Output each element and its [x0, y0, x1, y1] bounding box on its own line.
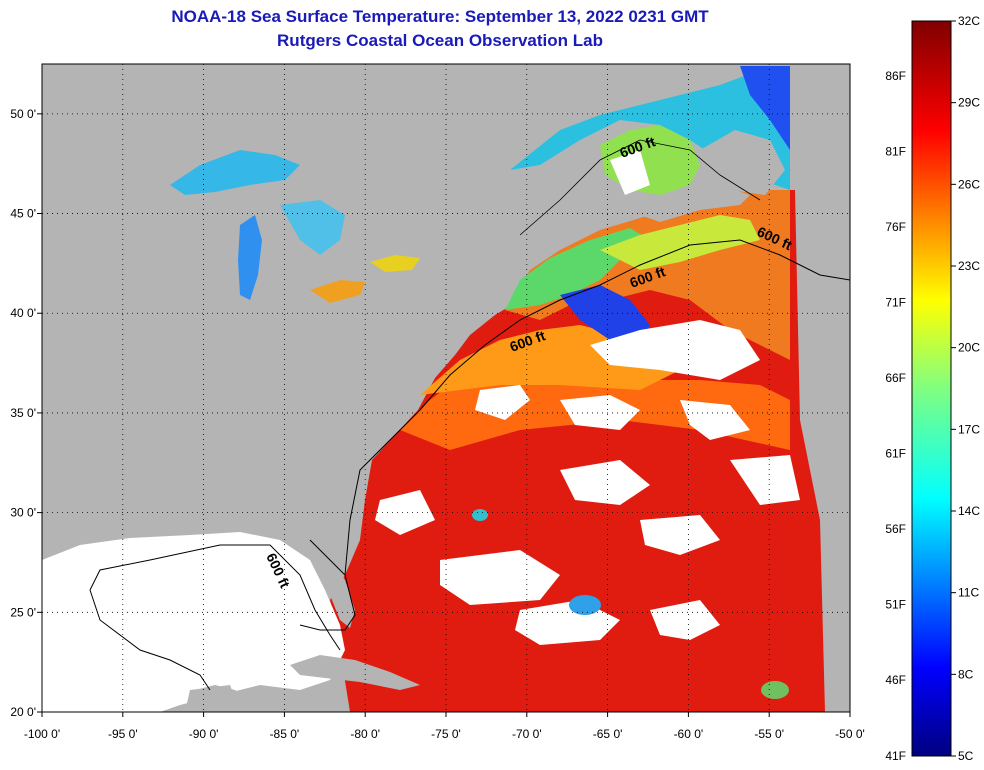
graticule: [42, 64, 850, 712]
latitude-tick-label: 40 0': [10, 306, 36, 320]
colorbar-fahrenheit-label: 46F: [885, 673, 906, 687]
colorbar-fahrenheit-label: 66F: [885, 371, 906, 385]
colorbar-celsius-label: 5C: [958, 749, 974, 763]
contour-600ft-gulf-west: [89, 589, 211, 691]
colorbar-fahrenheit-label: 51F: [885, 598, 906, 612]
cool-spot: [569, 595, 601, 615]
longitude-tick-label: -80 0': [350, 727, 380, 741]
lake-superior: [170, 150, 300, 195]
latitude-tick-label: 50 0': [10, 107, 36, 121]
gulf-of-mexico: [42, 532, 345, 712]
scotian-shelf-yellow: [600, 215, 760, 270]
cloud-patch: [375, 490, 435, 535]
latitude-tick-label: 30 0': [10, 506, 36, 520]
cloud-patch: [590, 320, 760, 380]
cloud-patch: [440, 550, 560, 605]
colorbar-fahrenheit-label: 56F: [885, 522, 906, 536]
colorbar-fahrenheit-label: 61F: [885, 447, 906, 461]
longitude-tick-label: -60 0': [674, 727, 704, 741]
labrador-cold-water: [740, 66, 790, 150]
longitude-axis: -100 0' -95 0' -90 0' -85 0' -80 0' -75 0' -70…: [24, 712, 865, 741]
map-subtitle: Rutgers Coastal Ocean Observation Lab: [277, 31, 603, 50]
florida-coastline: [299, 539, 356, 631]
longitude-tick-label: -70 0': [512, 727, 542, 741]
longitude-tick-label: -75 0': [431, 727, 461, 741]
cloud-patch: [610, 150, 650, 195]
colorbar-gradient: [911, 20, 952, 757]
longitude-tick-label: -65 0': [593, 727, 623, 741]
latitude-tick-label: 45 0': [10, 207, 36, 221]
cloud-patch: [475, 385, 530, 420]
colorbar-celsius-label: 29C: [958, 96, 980, 110]
longitude-tick-label: -100 0': [24, 727, 60, 741]
colorbar-celsius-label: 26C: [958, 177, 980, 191]
colorbar-celsius-label: 11C: [958, 586, 979, 600]
lake-michigan: [238, 215, 262, 300]
longitude-tick-label: -50 0': [835, 727, 865, 741]
colorbar-celsius-label: 20C: [958, 341, 980, 355]
newfoundland-land: [700, 130, 785, 195]
colorbar-celsius-label: 32C: [958, 14, 980, 28]
cool-spot: [472, 509, 488, 521]
colorbar-labels: 32C 29C 26C 23C 20C 17C 14C 11C 8C 5C 86F 81F 76F 71F…: [885, 14, 980, 763]
colorbar-celsius-label: 14C: [958, 504, 980, 518]
florida-land: [310, 540, 355, 628]
colorbar-fahrenheit-label: 76F: [885, 220, 906, 234]
colorbar-fahrenheit-label: 41F: [885, 749, 906, 763]
colorbar-fahrenheit-label: 71F: [885, 296, 906, 310]
latitude-tick-label: 25 0': [10, 605, 36, 619]
colorbar-fahrenheit-label: 81F: [885, 145, 906, 159]
cloud-patch: [640, 515, 720, 555]
latitude-tick-label: 20 0': [10, 705, 36, 719]
cool-spot: [761, 681, 789, 699]
cloud-patch: [560, 395, 640, 430]
contour-600ft-gulf: [89, 544, 341, 651]
map-title: NOAA-18 Sea Surface Temperature: Septemb…: [171, 7, 709, 26]
yucatan-land: [185, 685, 240, 712]
cloud-patch: [560, 460, 650, 505]
cloud-patch: [680, 400, 750, 440]
cloud-patch: [730, 455, 800, 505]
colorbar-fahrenheit-label: 86F: [885, 69, 906, 83]
lake-ontario: [370, 255, 420, 272]
contour-600ft-north: [519, 139, 761, 236]
longitude-tick-label: -85 0': [270, 727, 300, 741]
colorbar-celsius-label: 17C: [958, 422, 980, 436]
lake-erie: [310, 280, 365, 303]
cold-eddy-blue: [560, 285, 650, 345]
map-plot-area: [42, 64, 850, 712]
lake-huron: [280, 200, 345, 255]
latitude-tick-label: 35 0': [10, 406, 36, 420]
colorbar-celsius-label: 8C: [958, 667, 974, 681]
colorbar-celsius-label: 23C: [958, 259, 980, 273]
cuba-land: [290, 655, 420, 690]
cloud-patch: [650, 600, 720, 640]
longitude-tick-label: -90 0': [189, 727, 219, 741]
latitude-axis: 50 0' 45 0' 40 0' 35 0' 30 0' 25 0' 20 0': [10, 107, 42, 719]
longitude-tick-label: -55 0': [754, 727, 784, 741]
longitude-tick-label: -95 0': [108, 727, 138, 741]
contour-600ft-atlantic: [344, 239, 850, 576]
nova-scotia-land: [640, 185, 750, 222]
